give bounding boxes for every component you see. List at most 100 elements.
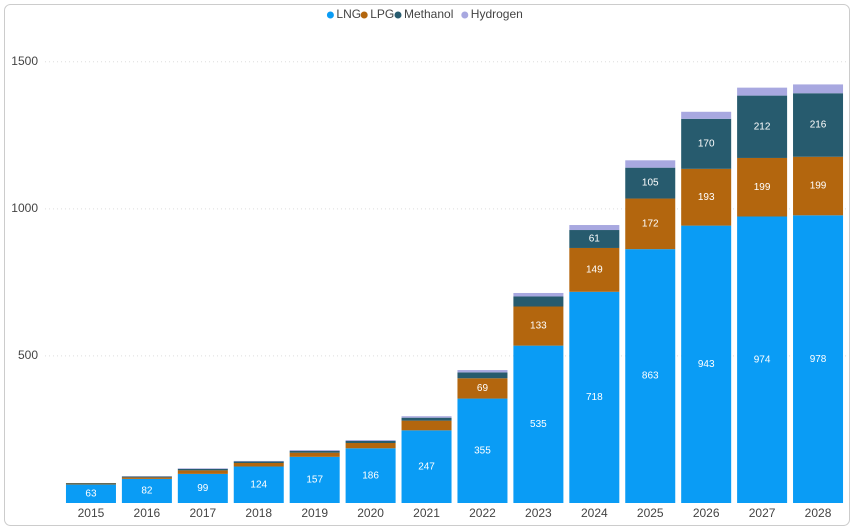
- value-label: 82: [141, 486, 153, 497]
- bar-segment: [681, 111, 732, 119]
- bar-segment: [793, 84, 844, 94]
- bar-segment: [681, 168, 732, 226]
- bar-segment: [121, 477, 172, 479]
- value-label: 978: [810, 354, 827, 365]
- bar-segment: [569, 247, 620, 292]
- bar-segment: [793, 156, 844, 216]
- bar-segment: [793, 215, 844, 503]
- bar-segment: [457, 378, 508, 399]
- bar-segment: [681, 225, 732, 504]
- y-tick-label: 1500: [11, 54, 38, 68]
- bar-segment: [625, 160, 676, 168]
- x-tick-label: 2017: [189, 506, 216, 520]
- bar-segment: [681, 118, 732, 169]
- bar-segment: [401, 416, 452, 418]
- value-label: 199: [754, 182, 771, 193]
- bar-segment: [289, 450, 340, 451]
- x-tick-label: 2020: [357, 506, 384, 520]
- y-tick-label: 500: [18, 348, 38, 362]
- bar-segment: [457, 370, 508, 373]
- x-tick-label: 2027: [749, 506, 776, 520]
- value-label: 133: [530, 321, 547, 332]
- value-label: 718: [586, 392, 603, 403]
- bar-segment: [625, 249, 676, 503]
- x-tick-label: 2022: [469, 506, 496, 520]
- bar-segment: [65, 482, 116, 484]
- x-tick-label: 2023: [525, 506, 552, 520]
- value-label: 170: [698, 138, 715, 149]
- bar-segment: [233, 460, 284, 462]
- x-tick-label: 2021: [413, 506, 440, 520]
- value-label: 105: [642, 178, 659, 189]
- legend-swatch: [360, 11, 368, 19]
- bar-segment: [457, 372, 508, 379]
- bar-segment: [625, 167, 676, 199]
- bar-segment: [737, 157, 788, 217]
- bar-segment: [401, 430, 452, 503]
- bar-segment: [121, 478, 172, 503]
- value-label: 186: [362, 470, 379, 481]
- value-label: 193: [698, 192, 715, 203]
- bar-segment: [737, 95, 788, 158]
- x-tick-label: 2015: [78, 506, 105, 520]
- bar-segment: [401, 417, 452, 421]
- value-label: 69: [477, 383, 489, 394]
- bar-segment: [513, 345, 564, 503]
- bar-segment: [177, 468, 228, 471]
- bar-segment: [737, 87, 788, 96]
- legend-swatch: [461, 11, 469, 19]
- x-tick-label: 2019: [301, 506, 328, 520]
- bar-segment: [737, 216, 788, 504]
- x-tick-label: 2025: [637, 506, 664, 520]
- value-label: 149: [586, 265, 603, 276]
- legend-label: LPG: [370, 7, 394, 21]
- bar-segment: [65, 484, 116, 503]
- bar-segment: [793, 93, 844, 157]
- value-label: 124: [250, 479, 267, 490]
- legend-swatch: [394, 11, 402, 19]
- bar-segment: [569, 230, 620, 248]
- bar-segment: [513, 292, 564, 297]
- bar-segment: [289, 450, 340, 453]
- y-tick-label: 1000: [11, 201, 38, 215]
- bar-segment: [345, 440, 396, 441]
- x-tick-label: 2016: [134, 506, 161, 520]
- bar-segment: [177, 473, 228, 503]
- value-label: 157: [306, 475, 323, 486]
- bar-segment: [233, 466, 284, 503]
- bar-segment: [177, 470, 228, 474]
- legend-label: Methanol: [404, 7, 453, 21]
- bar-segment: [289, 452, 340, 457]
- value-label: 216: [810, 120, 827, 131]
- value-label: 943: [698, 359, 715, 370]
- legend-label: Hydrogen: [471, 7, 523, 21]
- x-tick-label: 2026: [693, 506, 720, 520]
- bar-segment: [121, 476, 172, 478]
- bar-segment: [401, 420, 452, 431]
- value-label: 247: [418, 461, 435, 472]
- value-label: 974: [754, 354, 771, 365]
- bar-segment: [569, 291, 620, 503]
- bar-segment: [65, 483, 116, 485]
- bar-segment: [569, 225, 620, 231]
- bar-segment: [177, 468, 228, 469]
- value-label: 63: [85, 488, 97, 499]
- value-label: 212: [754, 121, 771, 132]
- value-label: 172: [642, 218, 659, 229]
- value-label: 863: [642, 371, 659, 382]
- x-tick-label: 2028: [805, 506, 832, 520]
- bar-segment: [345, 440, 396, 443]
- bar-segment: [625, 198, 676, 250]
- value-label: 355: [474, 445, 491, 456]
- bar-segment: [513, 306, 564, 346]
- value-label: 61: [589, 234, 601, 245]
- bar-segment: [345, 448, 396, 503]
- legend-label: LNG: [336, 7, 361, 21]
- value-label: 199: [810, 181, 827, 192]
- x-tick-label: 2024: [581, 506, 608, 520]
- bar-segment: [345, 442, 396, 449]
- value-label: 535: [530, 419, 547, 430]
- legend-swatch: [326, 11, 334, 19]
